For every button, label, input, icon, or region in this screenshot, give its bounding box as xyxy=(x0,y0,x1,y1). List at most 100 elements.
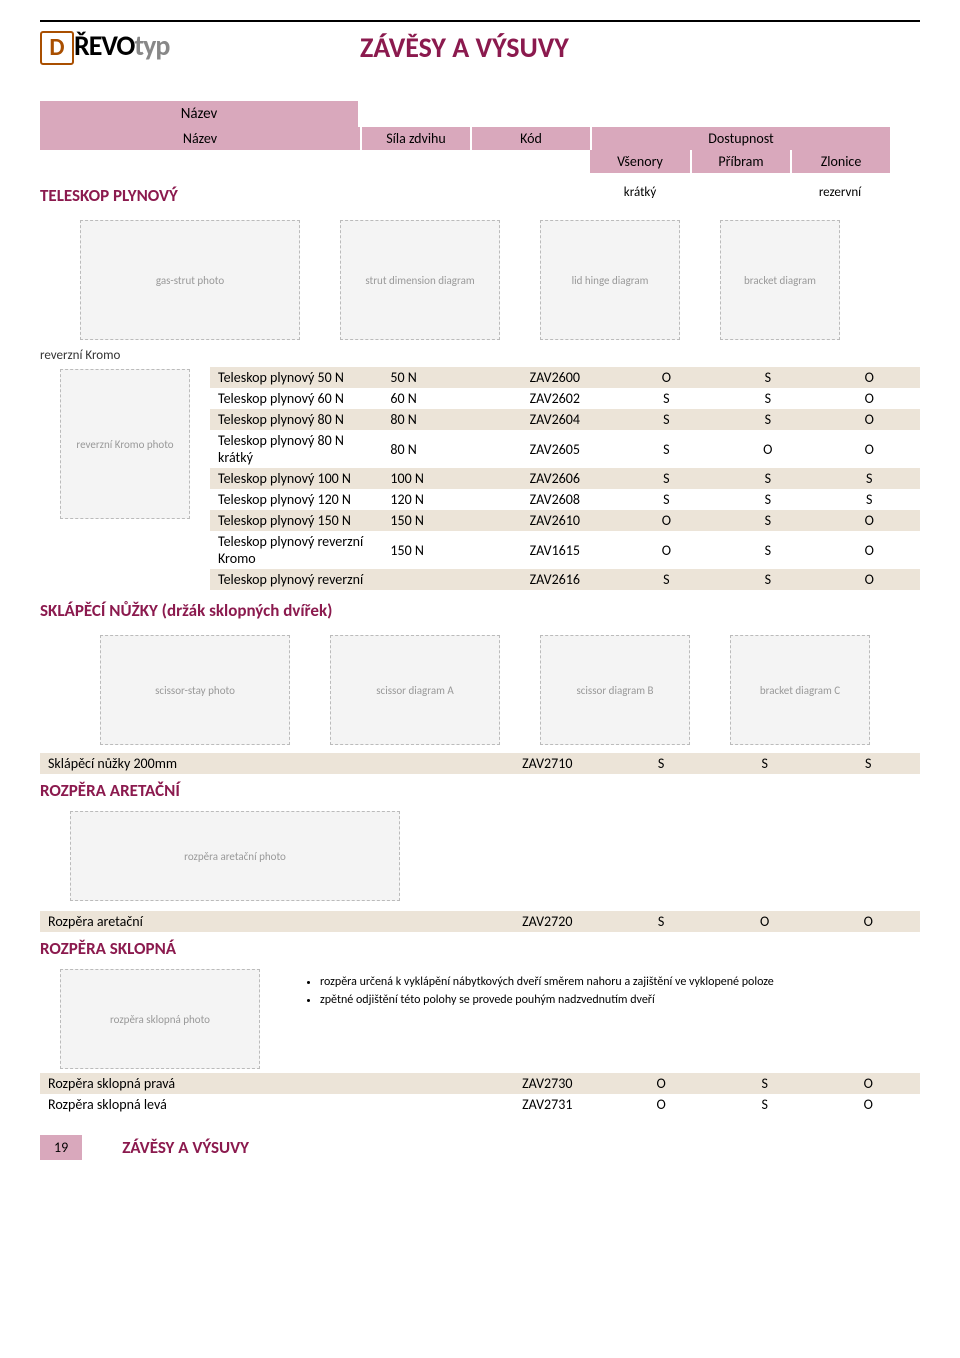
table-row: Teleskop plynový 100 N100 NZAV2606SSS xyxy=(210,468,920,489)
cell-avail: S xyxy=(616,430,717,468)
cell-name: Teleskop plynový reverzní xyxy=(210,569,382,590)
hinge-diagram1-placeholder: lid hinge diagram xyxy=(540,220,680,340)
reverzni-photo-placeholder: reverzní Kromo photo xyxy=(60,369,190,519)
cell-code: ZAV2616 xyxy=(494,569,616,590)
page-number: 19 xyxy=(40,1135,82,1160)
cell-name: Teleskop plynový reverzní Kromo xyxy=(210,531,382,569)
cell-code: ZAV2602 xyxy=(494,388,616,409)
cell-code: ZAV2710 xyxy=(485,753,609,774)
cell-force: 120 N xyxy=(382,489,494,510)
cell-code: ZAV2720 xyxy=(485,911,609,932)
cell-avail: S xyxy=(717,468,818,489)
cell-avail: O xyxy=(819,510,920,531)
cell-avail: S xyxy=(713,1073,817,1094)
hdr-kod: Kód xyxy=(470,127,590,150)
cell-code: ZAV2730 xyxy=(485,1073,609,1094)
table-row: Teleskop plynový 120 N120 NZAV2608SSS xyxy=(210,489,920,510)
section-rozpera-aretacni: ROZPĚRA ARETAČNÍ xyxy=(40,780,920,801)
logo-typ: typ xyxy=(134,28,169,63)
cell-force: 60 N xyxy=(382,388,494,409)
section-teleskop: TELESKOP PLYNOVÝ xyxy=(40,185,360,206)
cell-code: ZAV2604 xyxy=(494,409,616,430)
table-row: Teleskop plynový reverzníZAV2616SSO xyxy=(210,569,920,590)
cell-avail: S xyxy=(717,388,818,409)
cell-avail: S xyxy=(717,531,818,569)
scissor-d1-placeholder: scissor diagram A xyxy=(330,635,500,745)
page-title: ZÁVĚSY A VÝSUVY xyxy=(360,28,920,65)
cell-avail: O xyxy=(819,430,920,468)
cell-force: 50 N xyxy=(382,367,494,388)
cell-code: ZAV2610 xyxy=(494,510,616,531)
sklopna-photo-placeholder: rozpěra sklopná photo xyxy=(60,969,260,1069)
table-header: Název xyxy=(40,93,920,127)
logo-d: D xyxy=(40,31,74,65)
cell-name: Teleskop plynový 120 N xyxy=(210,489,382,510)
notes-list: rozpěra určená k vyklápění nábytkových d… xyxy=(320,975,774,1011)
cell-avail: O xyxy=(616,367,717,388)
cell-avail: O xyxy=(713,911,817,932)
cell-code: ZAV1615 xyxy=(494,531,616,569)
cell-avail: O xyxy=(616,510,717,531)
cell-force: 150 N xyxy=(382,531,494,569)
table-row: Teleskop plynový 80 N80 NZAV2604SSO xyxy=(210,409,920,430)
table-row: Teleskop plynový 60 N60 NZAV2602SSO xyxy=(210,388,920,409)
cell-avail: S xyxy=(616,468,717,489)
cell-name: Rozpěra sklopná levá xyxy=(40,1094,371,1115)
cell-name: Rozpěra sklopná pravá xyxy=(40,1073,371,1094)
aretacni-photo-placeholder: rozpěra aretační photo xyxy=(70,811,400,901)
hdr-zlonice: Zlonice xyxy=(790,150,890,173)
cell-avail: S xyxy=(616,388,717,409)
table-row: Sklápěcí nůžky 200mmZAV2710SSS xyxy=(40,753,920,774)
cell-code: ZAV2608 xyxy=(494,489,616,510)
cell-force: 150 N xyxy=(382,510,494,531)
cell-force xyxy=(371,1094,485,1115)
cell-name: Teleskop plynový 150 N xyxy=(210,510,382,531)
label-kratky: krátký xyxy=(590,185,690,200)
cell-name: Teleskop plynový 100 N xyxy=(210,468,382,489)
cell-force xyxy=(371,753,485,774)
cell-name: Teleskop plynový 50 N xyxy=(210,367,382,388)
cell-avail: S xyxy=(609,753,713,774)
cell-force: 80 N xyxy=(382,430,494,468)
hdr-sila: Síla zdvihu xyxy=(360,127,470,150)
table-row: Teleskop plynový reverzní Kromo150 NZAV1… xyxy=(210,531,920,569)
hdr-vsenory: Všenory xyxy=(590,150,690,173)
cell-force xyxy=(382,569,494,590)
brand-logo: D ŘEVO typ xyxy=(40,28,169,65)
sklapeci-diagrams: scissor-stay photo scissor diagram A sci… xyxy=(100,635,920,745)
cell-name: Sklápěcí nůžky 200mm xyxy=(40,753,371,774)
cell-avail: S xyxy=(717,409,818,430)
cell-avail: S xyxy=(609,911,713,932)
sklopna-table: Rozpěra sklopná praváZAV2730OSORozpěra s… xyxy=(40,1073,920,1115)
cell-name: Teleskop plynový 60 N xyxy=(210,388,382,409)
scissor-d2-placeholder: scissor diagram B xyxy=(540,635,690,745)
cell-avail: O xyxy=(717,430,818,468)
sklapeci-table: Sklápěcí nůžky 200mmZAV2710SSS xyxy=(40,753,920,774)
cell-code: ZAV2731 xyxy=(485,1094,609,1115)
cell-avail: O xyxy=(819,367,920,388)
cell-code: ZAV2605 xyxy=(494,430,616,468)
footer: 19 ZÁVĚSY A VÝSUVY xyxy=(40,1135,920,1160)
cell-avail: O xyxy=(819,388,920,409)
cell-force xyxy=(371,911,485,932)
table-row: Rozpěra sklopná leváZAV2731OSO xyxy=(40,1094,920,1115)
note-item: rozpěra určená k vyklápění nábytkových d… xyxy=(320,975,774,989)
cell-avail: O xyxy=(819,531,920,569)
cell-code: ZAV2606 xyxy=(494,468,616,489)
cell-avail: S xyxy=(717,367,818,388)
scissor-d3-placeholder: bracket diagram C xyxy=(730,635,870,745)
hdr-nazev: Název xyxy=(40,127,360,150)
cell-avail: S xyxy=(713,753,817,774)
cell-avail: S xyxy=(616,409,717,430)
cell-avail: S xyxy=(713,1094,817,1115)
cell-force: 100 N xyxy=(382,468,494,489)
cell-avail: O xyxy=(819,569,920,590)
table-row: Teleskop plynový 150 N150 NZAV2610OSO xyxy=(210,510,920,531)
cell-avail: S xyxy=(717,510,818,531)
cell-avail: S xyxy=(819,489,920,510)
cell-avail: S xyxy=(717,489,818,510)
cell-force xyxy=(371,1073,485,1094)
cell-avail: O xyxy=(816,911,920,932)
strut-photo-placeholder: gas-strut photo xyxy=(80,220,300,340)
teleskop-table: Teleskop plynový 50 N50 NZAV2600OSOTeles… xyxy=(210,367,920,590)
